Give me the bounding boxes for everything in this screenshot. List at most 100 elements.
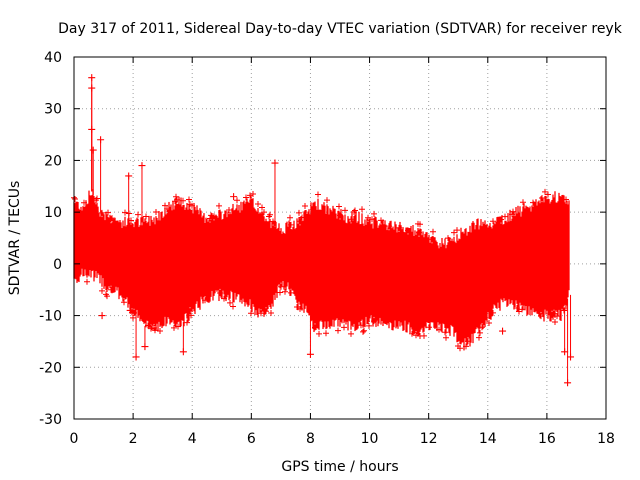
x-tick-label: 12 [420,431,438,447]
data-point [442,329,448,336]
data-point [302,203,308,210]
data-point [288,221,294,228]
data-point [430,228,436,235]
data-point [227,299,233,306]
data-point [561,307,567,314]
data-point [352,207,358,214]
data-point [554,313,560,320]
outlier-point [499,327,507,335]
data-point [162,202,168,209]
y-tick-label: -10 [39,309,62,325]
x-tick-label: 0 [70,431,79,447]
data-point [490,309,496,316]
data-point [258,310,264,317]
data-point [479,324,485,331]
outlier-point [230,193,238,201]
outlier-point [306,350,314,358]
outlier-point [141,343,149,351]
data-point [277,289,283,296]
outlier-point [271,159,279,167]
data-point [173,193,179,200]
outlier-point [179,348,187,356]
axis-ticks: 0 2 4 6 8 10 12 14 16 18 -30 -20 -10 0 10 20 30 40 [39,50,615,447]
data-point [457,345,463,352]
data-point [143,213,149,220]
data-point [335,327,341,334]
data-point [84,278,90,285]
outlier-point [561,348,569,356]
data-point [421,332,427,339]
data-points [71,74,575,387]
data-point [99,209,105,216]
data-point [348,330,354,337]
data-point [121,299,127,306]
x-tick-label: 16 [538,431,556,447]
data-point [247,192,253,199]
data-point [72,195,78,202]
y-tick-label: -20 [39,360,62,376]
x-tick-label: 18 [597,431,615,447]
data-point [514,304,520,311]
data-point [148,325,154,332]
outlier-point [126,306,134,314]
data-point [365,214,371,221]
outlier-point [132,353,140,361]
data-point [261,209,267,216]
data-point [486,319,492,326]
data-point [104,293,110,300]
data-point [184,319,190,326]
outlier-point [88,125,96,133]
data-point [342,207,348,214]
data-point [520,199,526,206]
data-point [552,318,558,325]
data-point [445,235,451,242]
data-point [490,218,496,225]
data-point [502,213,508,220]
data-point [135,211,141,218]
plot-frame [73,56,607,420]
data-point [226,207,232,214]
data-point [109,215,115,222]
data-point [234,197,240,204]
data-point [315,191,321,198]
data-point [105,209,111,216]
data-point [216,202,222,209]
y-tick-label: 20 [44,153,62,169]
data-point [130,314,136,321]
y-tick-label: 30 [44,102,62,118]
data-point [250,191,256,198]
data-point [267,211,273,218]
y-tick-label: 40 [44,50,62,66]
data-point [296,209,302,216]
data-point [371,210,377,217]
data-point [463,343,469,350]
data-point [187,308,193,315]
data-point [360,328,366,335]
data-point [477,329,483,336]
data-point [451,229,457,236]
chart-title: Day 317 of 2011, Sidereal Day-to-day VTE… [58,21,623,37]
data-point [409,330,415,337]
outlier-point [88,74,96,82]
data-point [359,206,365,213]
outlier-point [125,172,133,180]
data-point [188,312,194,319]
data-point [426,324,432,331]
data-point [348,216,354,223]
data-point [157,327,163,334]
data-point [94,195,100,202]
outlier-point [88,84,96,92]
data-point [323,330,329,337]
data-point [152,327,158,334]
y-tick-label: -30 [39,412,62,428]
data-point [171,324,177,331]
data-point [278,283,284,290]
y-tick-label: 10 [44,205,62,221]
data-point [336,203,342,210]
outlier-point [564,379,572,387]
data-point [542,188,548,195]
outlier-point [138,162,146,170]
data-point [259,204,265,211]
data-point [108,216,114,223]
